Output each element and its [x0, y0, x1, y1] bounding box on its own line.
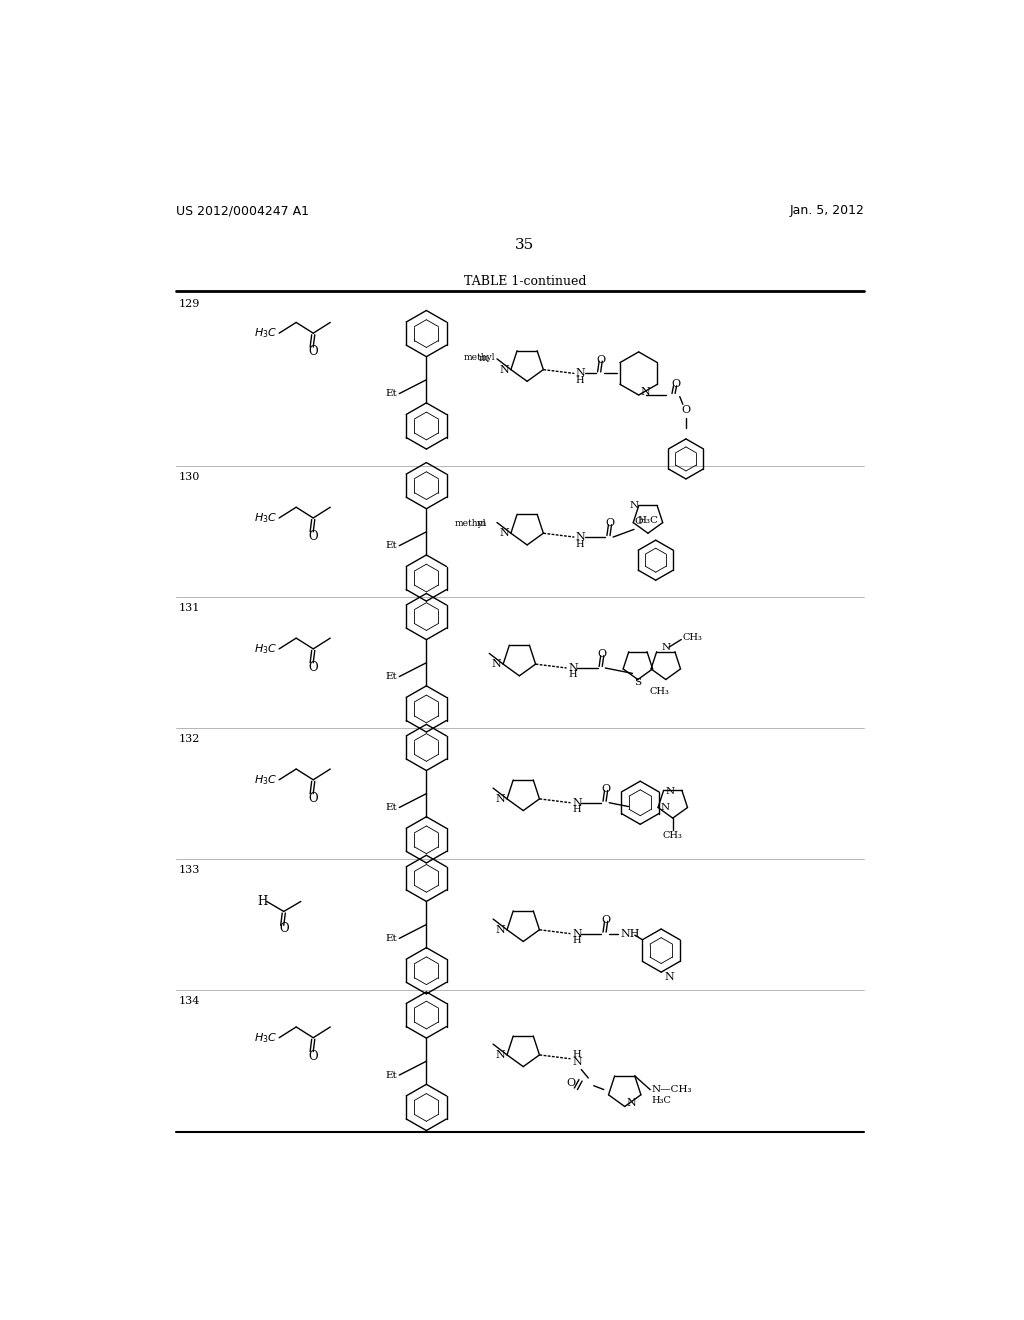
- Text: US 2012/0004247 A1: US 2012/0004247 A1: [176, 205, 309, 218]
- Text: 134: 134: [178, 995, 200, 1006]
- Text: O: O: [308, 792, 318, 805]
- Text: N: N: [627, 1098, 636, 1109]
- Text: 131: 131: [178, 603, 200, 612]
- Text: N: N: [572, 929, 582, 939]
- Text: O: O: [601, 784, 610, 793]
- Text: O: O: [635, 516, 643, 525]
- Text: $H_3C$: $H_3C$: [254, 1031, 278, 1044]
- Text: O: O: [596, 355, 605, 364]
- Text: O: O: [279, 921, 289, 935]
- Text: N: N: [496, 793, 506, 804]
- Text: O: O: [601, 915, 610, 925]
- Text: m: m: [477, 520, 486, 528]
- Text: CH₃: CH₃: [649, 688, 670, 697]
- Text: Et: Et: [385, 803, 397, 812]
- Text: $H_3C$: $H_3C$: [254, 774, 278, 787]
- Text: H: H: [572, 936, 581, 945]
- Text: N—CH₃: N—CH₃: [652, 1085, 692, 1094]
- Text: $H_3C$: $H_3C$: [254, 511, 278, 525]
- Text: H: H: [568, 671, 577, 680]
- Text: O: O: [605, 519, 614, 528]
- Text: 130: 130: [178, 473, 200, 482]
- Text: CH₃: CH₃: [663, 830, 683, 840]
- Text: methyl: methyl: [464, 352, 496, 362]
- Text: N: N: [500, 528, 509, 539]
- Text: H: H: [575, 540, 585, 549]
- Text: TABLE 1-continued: TABLE 1-continued: [464, 275, 586, 288]
- Text: 35: 35: [515, 238, 535, 252]
- Text: N: N: [496, 925, 506, 935]
- Text: N: N: [665, 972, 674, 982]
- Text: N: N: [666, 787, 675, 796]
- Text: O: O: [681, 405, 690, 416]
- Text: O: O: [566, 1078, 575, 1089]
- Text: $H_3C$: $H_3C$: [254, 326, 278, 341]
- Text: H₃C: H₃C: [652, 1096, 672, 1105]
- Text: NH: NH: [621, 929, 640, 939]
- Text: 129: 129: [178, 298, 200, 309]
- Text: H₃C: H₃C: [638, 516, 658, 525]
- Text: N: N: [492, 659, 502, 669]
- Text: m: m: [478, 354, 487, 363]
- Text: N: N: [660, 803, 670, 812]
- Text: Et: Et: [385, 672, 397, 681]
- Text: Et: Et: [385, 935, 397, 942]
- Text: Jan. 5, 2012: Jan. 5, 2012: [790, 205, 864, 218]
- Text: CH₃: CH₃: [683, 632, 702, 642]
- Text: $H_3C$: $H_3C$: [254, 642, 278, 656]
- Text: O: O: [308, 345, 318, 358]
- Text: N: N: [575, 368, 586, 379]
- Text: H: H: [257, 895, 267, 908]
- Text: 133: 133: [178, 865, 200, 875]
- Text: N: N: [496, 1049, 506, 1060]
- Text: Et: Et: [385, 389, 397, 399]
- Text: N: N: [572, 1057, 582, 1067]
- Text: H: H: [572, 1049, 581, 1059]
- Text: O: O: [308, 661, 318, 675]
- Text: N: N: [662, 643, 671, 652]
- Text: Et: Et: [385, 541, 397, 550]
- Text: O: O: [308, 529, 318, 543]
- Text: Et: Et: [385, 1071, 397, 1080]
- Text: O: O: [672, 379, 680, 389]
- Text: S: S: [634, 678, 641, 688]
- Text: O: O: [308, 1049, 318, 1063]
- Text: N: N: [640, 387, 650, 397]
- Text: O: O: [598, 649, 607, 659]
- Text: N: N: [575, 532, 586, 543]
- Text: H: H: [575, 376, 585, 385]
- Text: N: N: [500, 364, 509, 375]
- Text: N: N: [568, 663, 578, 673]
- Text: H: H: [572, 805, 581, 814]
- Text: methyl: methyl: [455, 520, 486, 528]
- Text: 132: 132: [178, 734, 200, 744]
- Text: N: N: [572, 797, 582, 808]
- Text: N: N: [630, 500, 639, 510]
